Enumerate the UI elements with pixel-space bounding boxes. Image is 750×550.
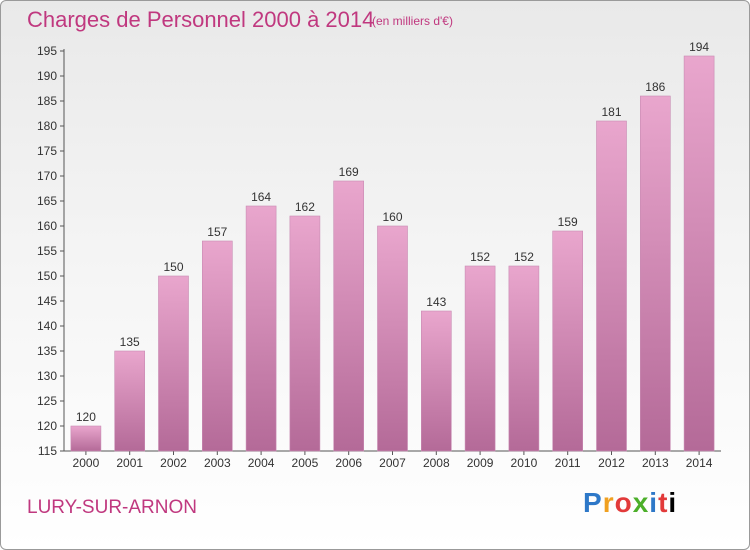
data-label-2011: 159 [558, 215, 578, 229]
y-tick-label: 180 [37, 119, 57, 133]
data-label-2003: 157 [207, 225, 227, 239]
data-label-2012: 181 [601, 105, 621, 119]
y-tick-label: 135 [37, 344, 57, 358]
x-tick-label: 2006 [335, 456, 362, 470]
x-tick-label: 2010 [511, 456, 538, 470]
y-tick-label: 125 [37, 394, 57, 408]
data-label-2004: 164 [251, 190, 271, 204]
data-label-2005: 162 [295, 200, 315, 214]
x-tick-label: 2005 [292, 456, 319, 470]
bar-2006 [333, 180, 365, 452]
bar-2003 [202, 240, 233, 452]
data-label-2002: 150 [163, 260, 183, 274]
x-tick-label: 2007 [379, 456, 406, 470]
data-label-2013: 186 [645, 80, 665, 94]
bar-2008 [420, 310, 452, 452]
y-tick-label: 170 [37, 169, 57, 183]
data-label-2007: 160 [382, 210, 402, 224]
y-tick-label: 175 [37, 144, 57, 158]
bar-2013 [639, 95, 671, 452]
y-tick-label: 160 [37, 219, 57, 233]
y-tick-label: 165 [37, 194, 57, 208]
x-tick-label: 2003 [204, 456, 231, 470]
x-tick-label: 2000 [73, 456, 100, 470]
chart-axes: 115 120 125 130 135 140 145 150 155 160 165 170 175 1… [37, 44, 721, 470]
y-tick-label: 155 [37, 244, 57, 258]
y-tick-label: 120 [37, 419, 57, 433]
y-tick-label: 185 [37, 94, 57, 108]
y-tick-label: 145 [37, 294, 57, 308]
bar-2010 [508, 265, 540, 452]
bar-2004 [245, 205, 277, 452]
chart-bars [70, 55, 715, 452]
y-tick-label: 115 [38, 444, 57, 458]
chart-title: Charges de Personnel 2000 à 2014 [27, 7, 375, 32]
y-tick-label: 130 [37, 369, 57, 383]
bar-2009 [464, 265, 496, 452]
bar-2012 [596, 120, 627, 452]
data-label-2009: 152 [470, 250, 490, 264]
bar-2002 [158, 275, 189, 452]
bar-2007 [377, 225, 408, 452]
x-tick-label: 2014 [686, 456, 713, 470]
data-label-2001: 135 [120, 335, 140, 349]
proxiti-logo: Proxiti [583, 487, 678, 518]
bar-2001 [114, 350, 145, 452]
chart-subtitle: (en milliers d'€) [372, 14, 453, 28]
bar-2005 [289, 215, 321, 452]
data-label-2008: 143 [426, 295, 446, 309]
y-tick-label: 195 [37, 44, 57, 58]
data-label-2014: 194 [689, 40, 709, 54]
x-tick-label: 2008 [423, 456, 450, 470]
bar-2011 [552, 230, 584, 452]
data-label-2010: 152 [514, 250, 534, 264]
x-tick-label: 2002 [160, 456, 187, 470]
data-label-2000: 120 [76, 410, 96, 424]
x-tick-label: 2009 [467, 456, 494, 470]
location-name: LURY-SUR-ARNON [27, 497, 197, 518]
x-tick-label: 2012 [598, 456, 625, 470]
chart-data-labels: 120 135 150 157 164 162 169 160 143 152 152 159 181 1… [76, 40, 710, 424]
y-tick-label: 190 [37, 69, 57, 83]
y-tick-label: 140 [37, 319, 57, 333]
bar-2014 [683, 55, 715, 452]
y-tick-label: 150 [37, 269, 57, 283]
x-tick-label: 2011 [555, 456, 581, 470]
x-tick-label: 2013 [642, 456, 669, 470]
x-tick-label: 2001 [116, 456, 143, 470]
bar-2000 [70, 425, 102, 452]
data-label-2006: 169 [339, 165, 359, 179]
x-tick-label: 2004 [248, 456, 275, 470]
